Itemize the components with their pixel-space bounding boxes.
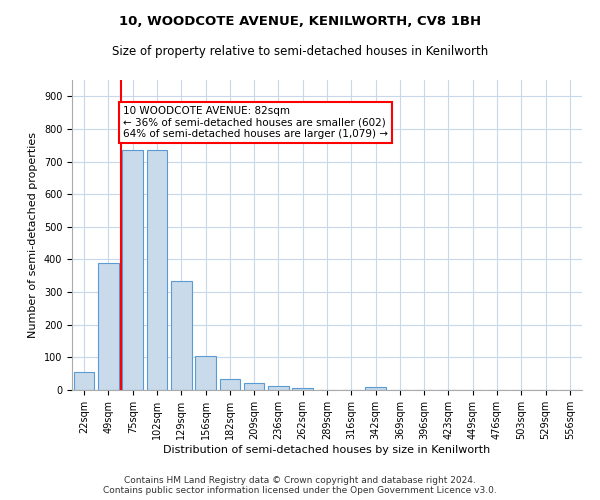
Text: Contains HM Land Registry data © Crown copyright and database right 2024.
Contai: Contains HM Land Registry data © Crown c… <box>103 476 497 495</box>
Bar <box>74 372 94 390</box>
Bar <box>195 356 216 390</box>
X-axis label: Distribution of semi-detached houses by size in Kenilworth: Distribution of semi-detached houses by … <box>163 444 491 454</box>
Bar <box>292 388 313 390</box>
Text: Size of property relative to semi-detached houses in Kenilworth: Size of property relative to semi-detach… <box>112 45 488 58</box>
Bar <box>122 150 143 390</box>
Bar <box>171 280 191 390</box>
Bar <box>98 262 119 390</box>
Text: 10 WOODCOTE AVENUE: 82sqm
← 36% of semi-detached houses are smaller (602)
64% of: 10 WOODCOTE AVENUE: 82sqm ← 36% of semi-… <box>123 106 388 140</box>
Bar <box>365 386 386 390</box>
Bar <box>146 150 167 390</box>
Text: 10, WOODCOTE AVENUE, KENILWORTH, CV8 1BH: 10, WOODCOTE AVENUE, KENILWORTH, CV8 1BH <box>119 15 481 28</box>
Y-axis label: Number of semi-detached properties: Number of semi-detached properties <box>28 132 38 338</box>
Bar <box>220 378 240 390</box>
Bar <box>244 384 265 390</box>
Bar <box>268 386 289 390</box>
